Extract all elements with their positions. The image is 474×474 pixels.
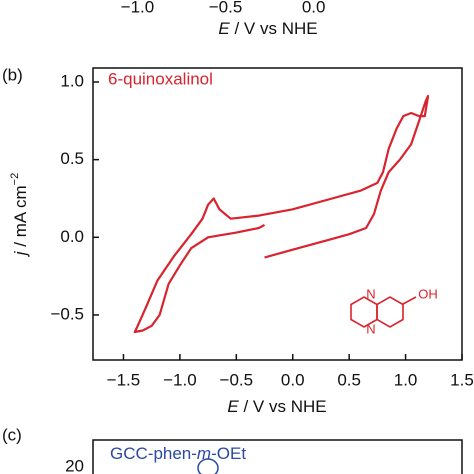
axis-text: / mA cm (11, 185, 30, 251)
x-tick-label: 1.0 (394, 370, 418, 389)
cv-curve (133, 94, 430, 334)
title-part: -OEt (211, 444, 246, 463)
y-tick-label: 0.0 (60, 227, 84, 246)
title-part: GCC-phen- (110, 444, 197, 463)
annotation: 6-quinoxalinol (108, 69, 213, 88)
panel-label: (c) (2, 425, 22, 444)
x-tick-label: −1.0 (121, 0, 155, 16)
axis-symbol: E (227, 397, 239, 416)
decoration (197, 458, 219, 474)
atom-label: N (366, 321, 375, 336)
y-tick-label: 0.5 (60, 149, 84, 168)
y-tick-label: −0.5 (50, 304, 84, 323)
x-tick-label: −1.5 (107, 370, 141, 389)
x-tick-label: 0.5 (337, 370, 361, 389)
axis-symbol: j (11, 250, 30, 257)
axis-text: / V vs NHE (230, 19, 318, 38)
axis-label: E / V vs NHE (218, 19, 317, 38)
x-tick-label: 0.0 (302, 0, 326, 16)
molecule (350, 296, 417, 328)
title-part: m (197, 444, 211, 463)
x-tick-label: 0.0 (281, 370, 305, 389)
ring (376, 296, 404, 328)
bond (402, 296, 417, 305)
y-tick-label: 1.0 (60, 71, 84, 90)
y-tick-label: 20 (65, 456, 84, 474)
panel-label: (b) (2, 65, 23, 84)
x-tick-label: 1.5 (450, 370, 474, 389)
chart-title: GCC-phen-m-OEt (110, 444, 246, 463)
axis-text: / V vs NHE (239, 397, 327, 416)
axis-symbol: E (218, 19, 230, 38)
plot-frame (92, 67, 463, 361)
x-tick-label: −0.5 (220, 370, 254, 389)
atom-label: N (366, 286, 375, 301)
axis-label: j / mA cm−2 (9, 173, 31, 257)
x-tick-label: −1.0 (163, 370, 197, 389)
x-tick-label: −0.5 (209, 0, 243, 16)
axis-label: E / V vs NHE (227, 397, 326, 416)
plot-frame (92, 439, 463, 474)
atom-label: OH (418, 286, 438, 301)
axis-sup: −2 (9, 173, 21, 186)
